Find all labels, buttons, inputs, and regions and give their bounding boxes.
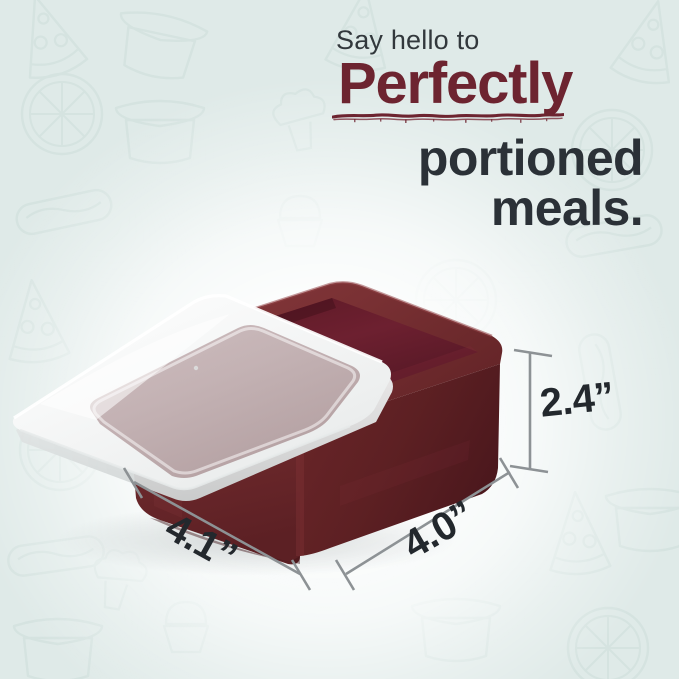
- headline-line-perfectly: Perfectly: [338, 51, 573, 117]
- headline-block: Say hello to Perfectly portioned meals.: [300, 26, 656, 235]
- headline-line-portioned: portioned: [417, 130, 644, 187]
- dimension-label-height: 2.4”: [537, 374, 616, 426]
- headline-line-say-hello: Say hello to: [336, 25, 480, 55]
- product-image: [0, 168, 540, 588]
- brush-underline: [300, 109, 656, 125]
- headline-line-meals: meals.: [490, 180, 644, 237]
